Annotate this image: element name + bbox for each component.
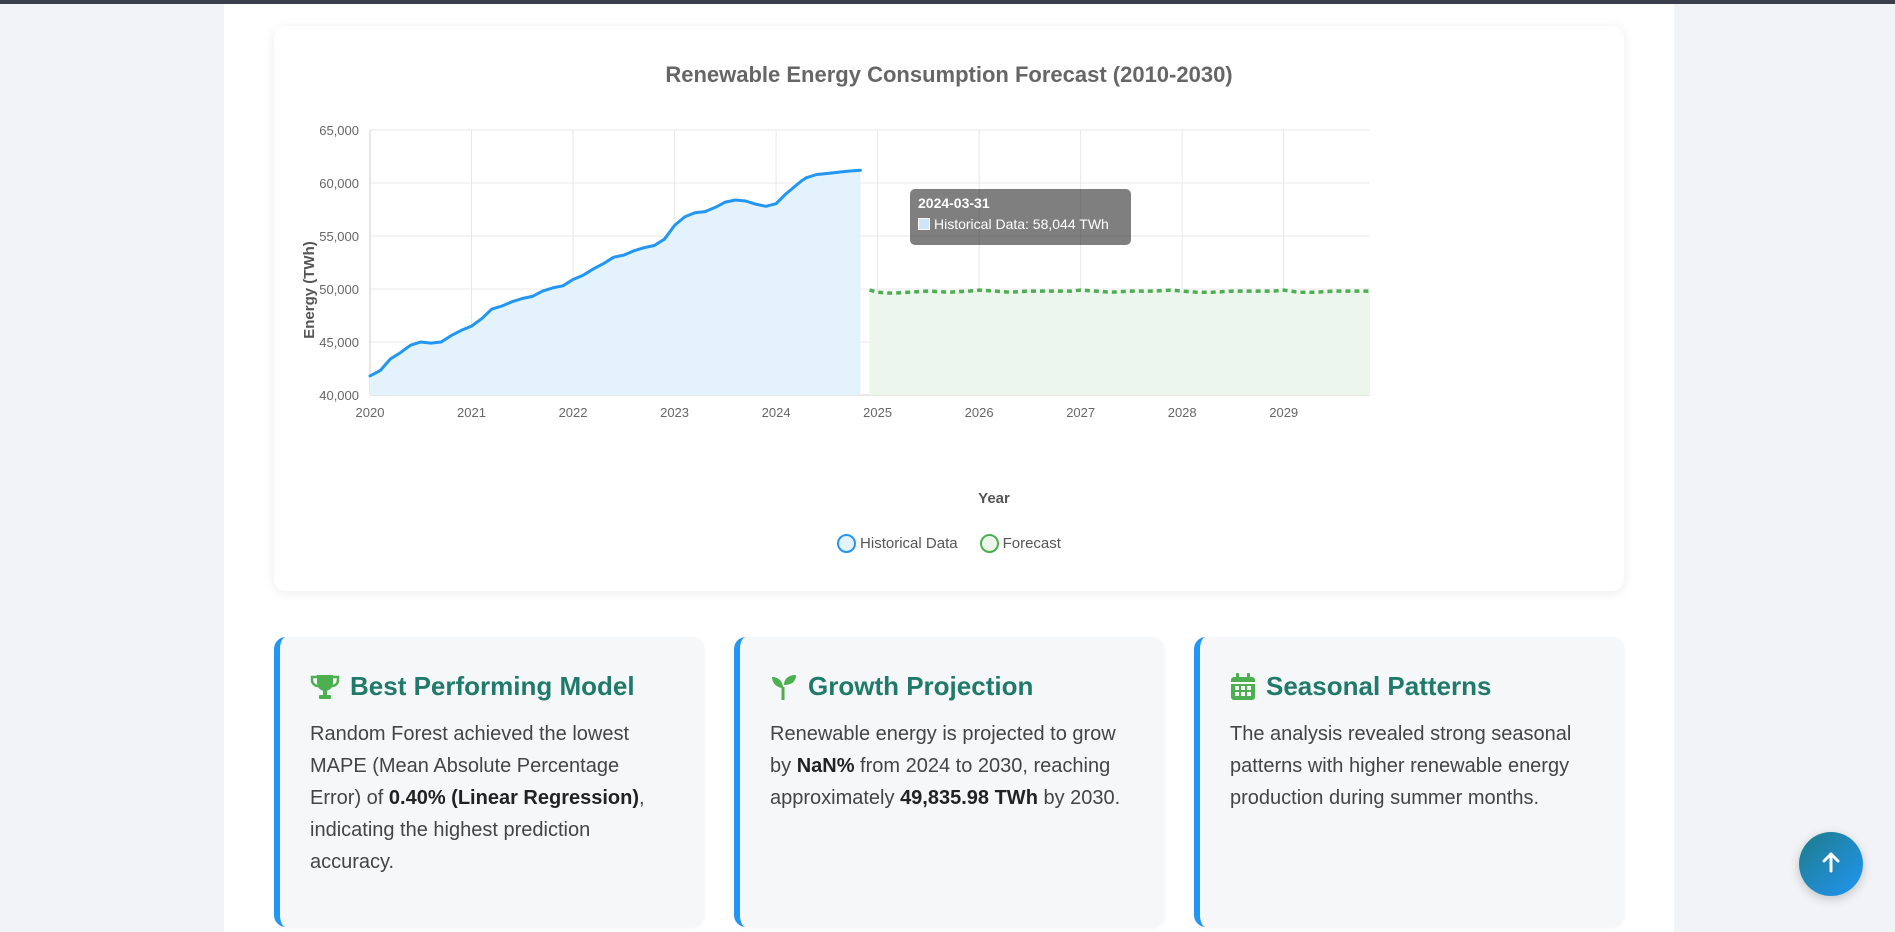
tooltip-label: Historical Data: 58,044 TWh [934,216,1109,232]
x-axis-title: Year [978,490,1010,507]
x-tick-label: 2028 [1168,405,1197,420]
card-seasonal-patterns: Seasonal Patterns The analysis revealed … [1194,637,1624,927]
tooltip-date: 2024-03-31 [918,195,990,211]
y-tick-label: 55,000 [319,229,359,244]
top-bar [0,0,1895,4]
x-tick-label: 2023 [660,405,689,420]
y-axis-title: Energy (TWh) [301,241,318,339]
x-tick-label: 2021 [457,405,486,420]
historical-area [370,170,861,395]
tooltip-swatch [918,218,930,230]
seedling-icon [770,673,798,701]
legend-item-historical[interactable]: Historical Data [837,534,958,553]
trophy-icon [310,673,340,701]
x-tick-label: 2027 [1066,405,1095,420]
y-tick-label: 60,000 [319,176,359,191]
legend-swatch-historical [837,534,857,553]
historical-line[interactable] [368,168,862,378]
card-text: Renewable energy is projected to grow by… [770,723,1121,809]
legend-swatch-forecast [979,534,999,553]
calendar-icon [1230,672,1256,701]
y-tick-label: 45,000 [319,335,359,350]
card-title: Seasonal Patterns [1266,671,1492,701]
forecast-line[interactable] [869,288,1371,295]
card-title: Best Performing Model [350,671,635,701]
y-tick-label: 65,000 [319,123,359,138]
x-tick-label: 2026 [965,405,994,420]
card-text: The analysis revealed strong seasonal pa… [1230,723,1572,809]
legend-item-forecast[interactable]: Forecast [979,534,1061,553]
card-growth-projection: Growth Projection Renewable energy is pr… [734,637,1164,927]
chart-tooltip: 2024-03-31 Historical Data: 58,044 TWh [910,189,1131,245]
x-tick-label: 2020 [356,405,385,420]
x-tick-label: 2024 [762,405,791,420]
forecast-area [869,290,1370,395]
card-text: Random Forest achieved the lowest MAPE (… [310,723,645,873]
x-tick-label: 2025 [863,405,892,420]
legend-label-historical: Historical Data [860,535,958,552]
y-tick-label: 50,000 [319,282,359,297]
chart-card: Renewable Energy Consumption Forecast (2… [274,26,1624,591]
card-best-model: Best Performing Model Random Forest achi… [274,637,704,927]
card-title: Growth Projection [808,671,1034,701]
scroll-to-top-button[interactable] [1799,832,1863,896]
x-tick-label: 2029 [1269,405,1298,420]
forecast-chart[interactable]: 40,000 45,000 50,000 55,000 60,000 65,000 2020… [274,26,1624,591]
chart-title: Renewable Energy Consumption Forecast (2… [665,62,1233,87]
chart-legend: Historical Data Forecast [274,534,1624,553]
arrow-up-icon [1821,851,1841,878]
legend-label-forecast: Forecast [1002,535,1061,552]
x-tick-label: 2022 [559,405,588,420]
page-container: Renewable Energy Consumption Forecast (2… [224,4,1674,932]
y-tick-label: 40,000 [319,388,359,403]
